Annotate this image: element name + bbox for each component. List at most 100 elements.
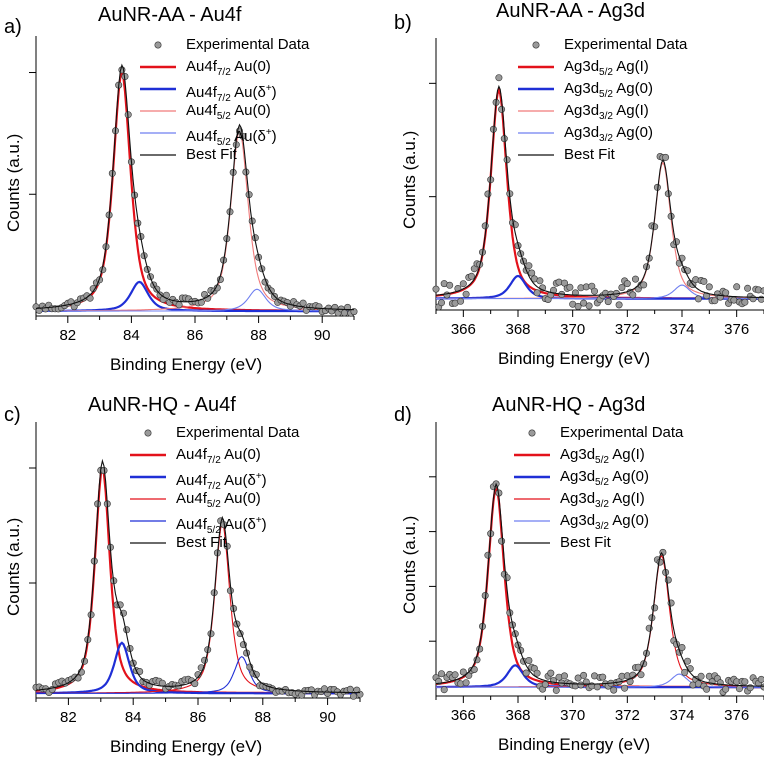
legend-line-swatch xyxy=(518,110,554,112)
x-axis-label: Binding Energy (eV) xyxy=(110,355,263,374)
x-axis-label: Binding Energy (eV) xyxy=(110,737,263,756)
panel-b: 366 368 370 372 374 376 b) AuNR-AA - Ag3d Bin… xyxy=(382,0,764,382)
legend-label: Experimental Data xyxy=(564,34,687,56)
data-point xyxy=(495,74,503,82)
data-point xyxy=(459,280,467,288)
legend-marker-swatch xyxy=(154,41,162,49)
legend-line-swatch xyxy=(514,520,550,522)
data-point xyxy=(462,679,470,687)
legend-line-swatch xyxy=(518,132,554,134)
legend-label-base: Experimental Data xyxy=(560,424,684,441)
legend-label-suffix: Au(0) xyxy=(220,490,261,507)
legend-label-suffix: Au(δ xyxy=(230,128,266,145)
x-tick-label: 88 xyxy=(250,327,267,344)
legend-label: Ag3d5/2 Ag(I) xyxy=(560,444,645,472)
legend-label-suffix: Ag(0) xyxy=(612,80,653,97)
data-point xyxy=(175,301,183,309)
legend-line-swatch xyxy=(130,542,166,544)
x-tick-label: 84 xyxy=(123,327,140,344)
x-tick-label: 370 xyxy=(560,321,585,338)
y-axis-label: Counts (a.u.) xyxy=(4,133,23,232)
legend-line-swatch xyxy=(130,498,166,500)
data-point xyxy=(536,277,544,285)
legend-line-swatch xyxy=(514,542,550,544)
panel-label: d) xyxy=(394,404,412,426)
data-point xyxy=(346,685,354,693)
chart-title: AuNR-HQ - Ag3d xyxy=(492,394,646,416)
legend-label-subscript: 3/2 xyxy=(599,111,613,122)
x-tick-label: 82 xyxy=(60,709,77,726)
data-point xyxy=(446,281,454,289)
data-point xyxy=(462,290,470,298)
data-point xyxy=(703,685,711,693)
legend-label-base: Best Fit xyxy=(560,534,611,551)
x-tick-label: 90 xyxy=(319,709,336,726)
data-point xyxy=(651,223,659,231)
legend-label-subscript: 5/2 xyxy=(206,525,221,536)
data-point xyxy=(459,668,467,676)
legend-label-base: Au4f xyxy=(176,446,207,463)
legend-label: Au4f5/2 Au(δ+) xyxy=(176,510,267,542)
legend-label-suffix: Au(δ xyxy=(230,84,266,101)
legend-label: Ag3d5/2 Ag(0) xyxy=(564,78,653,106)
chart-svg-b: 366 368 370 372 374 376 xyxy=(429,38,764,338)
data-point xyxy=(443,291,451,299)
best-fit-line xyxy=(35,458,360,694)
legend-marker-swatch xyxy=(144,429,152,437)
legend-label-suffix: Au(δ xyxy=(220,472,256,489)
legend-label: Au4f7/2 Au(δ+) xyxy=(176,466,267,498)
data-point xyxy=(637,671,645,679)
fit-component-line xyxy=(36,288,354,312)
legend-label: Au4f5/2 Au(0) xyxy=(186,100,271,128)
legend-line-swatch xyxy=(140,110,176,112)
legend-line-swatch xyxy=(514,498,550,500)
data-point xyxy=(604,298,612,306)
data-point xyxy=(621,684,629,692)
legend-label-suffix: Ag(I) xyxy=(612,102,649,119)
x-tick-label: 374 xyxy=(669,321,694,338)
data-point xyxy=(484,190,492,198)
x-tick-label: 376 xyxy=(724,321,749,338)
legend-label: Au4f5/2 Au(0) xyxy=(176,488,261,516)
chart-title: AuNR-AA - Ag3d xyxy=(496,0,645,22)
data-point xyxy=(629,291,637,299)
y-axis-label: Counts (a.u.) xyxy=(4,517,23,616)
legend-label: Experimental Data xyxy=(186,34,309,56)
legend-line-swatch xyxy=(140,87,176,91)
legend-line-swatch xyxy=(130,520,166,522)
legend-label-subscript: 7/2 xyxy=(206,481,221,492)
legend-line-swatch xyxy=(130,453,166,457)
legend-line-swatch xyxy=(518,87,554,91)
data-point xyxy=(610,686,618,694)
data-point xyxy=(615,301,623,309)
data-point xyxy=(733,283,741,291)
chart-svg-a: 82 84 86 88 90 xyxy=(29,36,358,344)
x-tick-label: 368 xyxy=(505,321,530,338)
legend-label-base: Experimental Data xyxy=(564,36,688,53)
data-point xyxy=(580,299,588,307)
chart-svg-c: 82 84 86 88 90 xyxy=(29,422,364,726)
legend-label-base: Best Fit xyxy=(564,146,615,163)
x-tick-label: 82 xyxy=(59,327,76,344)
data-point xyxy=(705,283,713,291)
data-point xyxy=(522,669,530,677)
legend-label: Best Fit xyxy=(560,532,611,554)
data-point xyxy=(541,680,549,688)
y-axis-label: Counts (a.u.) xyxy=(400,515,419,614)
data-point xyxy=(656,558,664,566)
legend-label-suffix: Au(0) xyxy=(220,446,261,463)
legend-label: Ag3d5/2 Ag(I) xyxy=(564,56,649,84)
legend-label-superscript: + xyxy=(265,127,272,138)
legend-label-suffix: Ag(I) xyxy=(612,58,649,75)
x-tick-label: 86 xyxy=(187,327,204,344)
x-tick-label: 372 xyxy=(615,707,640,724)
legend-label-subscript: 5/2 xyxy=(599,89,613,100)
legend-label: Au4f7/2 Au(0) xyxy=(176,444,261,472)
data-point xyxy=(662,153,670,161)
legend-label-suffix: Au(0) xyxy=(230,58,271,75)
x-tick-label: 376 xyxy=(724,707,749,724)
data-point xyxy=(432,285,440,293)
best-fit-line xyxy=(435,482,764,687)
data-point xyxy=(561,672,569,680)
data-point xyxy=(528,269,536,277)
